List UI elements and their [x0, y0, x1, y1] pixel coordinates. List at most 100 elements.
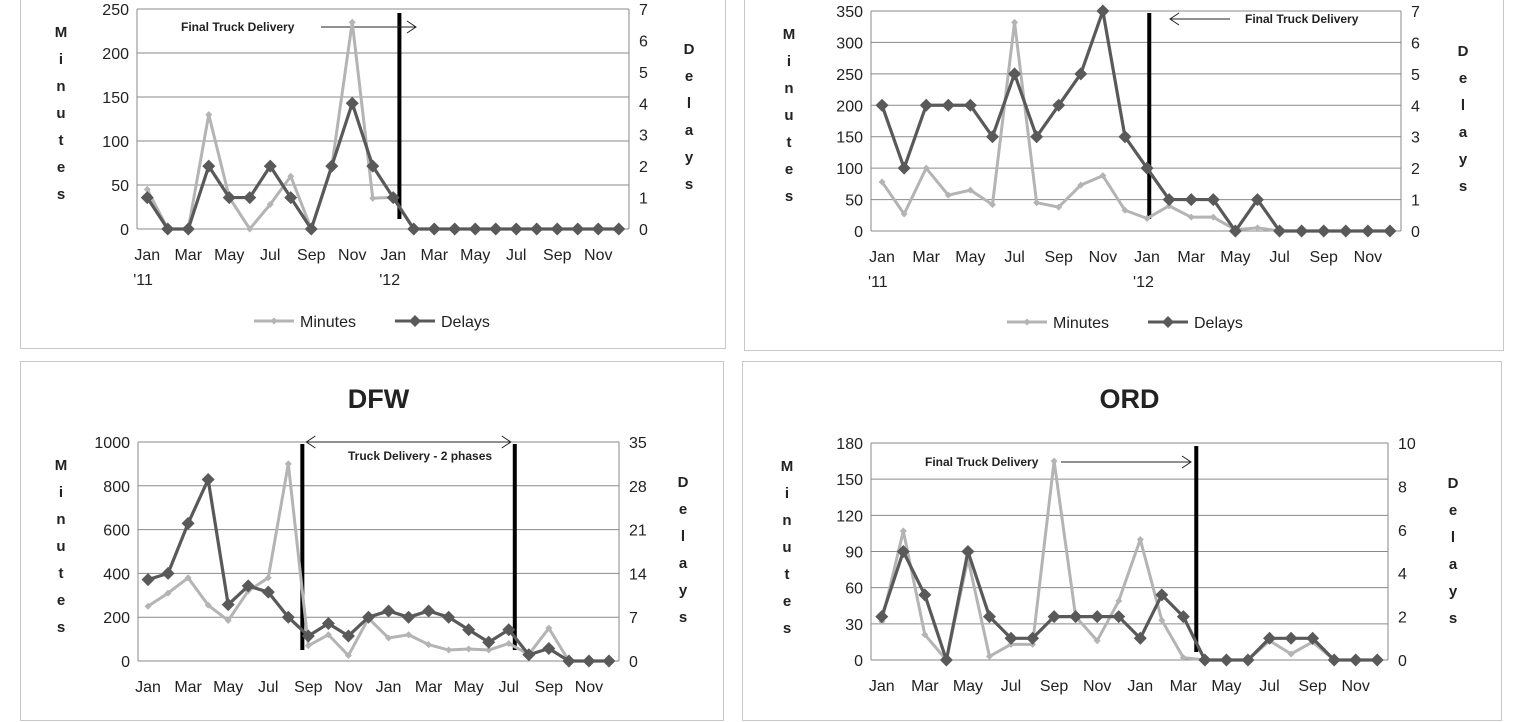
x-tick-label: Sep — [535, 679, 564, 696]
minutes-point — [1136, 535, 1144, 543]
legend-swatch-marker — [270, 317, 278, 325]
y-tick-label: 0 — [854, 653, 863, 670]
y-tick-label: 150 — [836, 130, 863, 147]
line-chart-dfw: DFW 0 200 400 600 800 1000 0 7 14 21 28 35 Jan Mar May J… — [55, 384, 689, 696]
minutes-point — [369, 194, 377, 202]
minutes-point — [204, 601, 212, 609]
minutes-point — [545, 624, 553, 632]
minutes-point — [1143, 214, 1151, 222]
minutes-point — [1115, 597, 1123, 605]
delays-point — [201, 473, 215, 487]
delays-point — [542, 641, 556, 655]
delays-point — [530, 222, 544, 236]
delays-point — [1090, 610, 1104, 624]
chart-panel-ord: ORD 0 30 60 90 120 150 180 0 2 4 6 8 10 Jan Mar May Jul Se… — [742, 361, 1502, 721]
minutes-point — [921, 631, 929, 639]
delays-point — [1317, 224, 1331, 238]
x-tick-label: Nov — [1354, 249, 1382, 266]
minutes-point — [485, 646, 493, 654]
delays-point — [241, 579, 255, 593]
delays-point — [985, 130, 999, 144]
chart-title: ORD — [1100, 384, 1160, 414]
delays-point — [1284, 631, 1298, 645]
x-tick-label: Sep — [1040, 678, 1069, 695]
x-tick-label: Jan — [134, 247, 160, 264]
legend-swatch-marker — [409, 315, 421, 327]
delays-point — [462, 623, 476, 637]
delays-point — [301, 629, 315, 643]
delays-point — [918, 588, 932, 602]
minutes-point — [266, 200, 274, 208]
x-tick-label: Mar — [1170, 678, 1198, 695]
delays-point — [1030, 130, 1044, 144]
delays-point — [509, 222, 523, 236]
x-tick-label: Nov — [1341, 678, 1369, 695]
line-chart-ord: ORD 0 30 60 90 120 150 180 0 2 4 6 8 10 Jan Mar May Jul Se… — [781, 384, 1459, 695]
delays-point — [442, 610, 456, 624]
legend-label: Delays — [1194, 315, 1243, 332]
x-tick-label: Jan — [376, 679, 402, 696]
y2-tick-label: 1 — [639, 191, 648, 208]
delays-point — [222, 191, 236, 205]
y-tick-label: 200 — [103, 610, 130, 627]
y2-tick-label: 4 — [1398, 566, 1407, 583]
x-tick-label: Mar — [174, 679, 202, 696]
delays-point — [402, 610, 416, 624]
y-tick-label: 600 — [103, 523, 130, 540]
minutes-point — [878, 178, 886, 186]
delays-point — [939, 653, 953, 667]
legend-label: Minutes — [1053, 315, 1109, 332]
delays-point — [1047, 610, 1061, 624]
minutes-series-line — [147, 462, 609, 663]
y-tick-label: 400 — [103, 566, 130, 583]
chart-panel-top-left: 0 50 100 150 200 250 0 1 2 3 4 5 6 7 Jan '11 Mar May Jul Se… — [20, 0, 726, 349]
delays-point — [1263, 631, 1277, 645]
legend-label: Minutes — [300, 314, 356, 331]
delays-point — [422, 604, 436, 618]
delays-point — [181, 222, 195, 236]
delays-point — [1206, 193, 1220, 207]
minutes-point — [1187, 213, 1195, 221]
minutes-point — [1209, 213, 1217, 221]
x-tick-label: Nov — [1083, 678, 1111, 695]
chart-title: DFW — [348, 384, 410, 414]
minutes-point — [1179, 654, 1187, 662]
x-tick-label: Jul — [1001, 678, 1021, 695]
y-tick-label: 0 — [120, 222, 129, 239]
delays-point — [1176, 610, 1190, 624]
y-tick-label: 50 — [111, 178, 129, 195]
delays-point — [1118, 130, 1132, 144]
minutes-point — [385, 634, 393, 642]
x-tick-label: Mar — [174, 247, 202, 264]
x-tick-label: May — [953, 678, 983, 695]
delays-series-line — [145, 101, 619, 231]
minutes-point — [304, 642, 312, 650]
y-tick-label: 120 — [836, 508, 863, 525]
delays-point — [963, 98, 977, 112]
y2-tick-label: 5 — [1411, 67, 1420, 84]
minutes-point — [1050, 457, 1058, 465]
delays-point — [502, 623, 516, 637]
y2-tick-label: 4 — [639, 96, 648, 113]
delays-point — [261, 585, 275, 599]
minutes-point — [287, 172, 295, 180]
delays-point — [875, 98, 889, 112]
delays-point — [1327, 653, 1341, 667]
delays-point — [382, 604, 396, 618]
x-tick-label: Mar — [415, 679, 443, 696]
y-tick-label: 1000 — [94, 435, 130, 452]
y-tick-label: 50 — [845, 193, 863, 210]
y-tick-label: 30 — [845, 617, 863, 634]
x-tick-label: Nov — [1089, 249, 1117, 266]
minutes-point — [465, 645, 473, 653]
x-tick-label: Nov — [338, 247, 366, 264]
minutes-point — [985, 652, 993, 660]
minutes-point — [348, 18, 356, 26]
y2-tick-label: 35 — [629, 435, 647, 452]
minutes-point — [184, 574, 192, 582]
x-tick-label: May — [1220, 249, 1250, 266]
y-tick-label: 90 — [845, 545, 863, 562]
x-tick-label: Jul — [260, 247, 280, 264]
